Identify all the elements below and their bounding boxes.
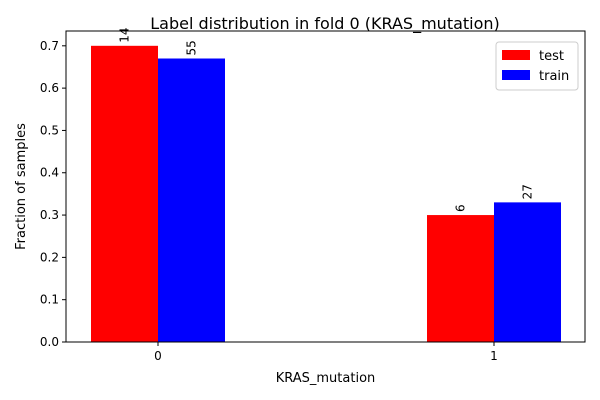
x-axis-label: KRAS_mutation xyxy=(276,371,376,386)
y-tick-label: 0.4 xyxy=(40,166,59,180)
y-tick-label: 0.1 xyxy=(40,293,59,307)
plot-area: 0.0 0.1 0.2 0.3 0.4 0.5 0.6 0.7 0 1 14 6 55 27 xyxy=(40,28,561,363)
bar-train xyxy=(494,202,561,342)
bar-test xyxy=(91,45,158,343)
y-tick-label: 0.5 xyxy=(40,123,59,137)
y-tick-label: 0.3 xyxy=(40,208,59,222)
legend-swatch-test xyxy=(502,50,530,60)
bar-test xyxy=(427,215,494,342)
legend-label-test: test xyxy=(539,49,564,64)
y-tick-label: 0.7 xyxy=(40,39,59,53)
legend-swatch-train xyxy=(502,70,530,80)
y-tick-label: 0.6 xyxy=(40,81,59,95)
y-tick-label: 0.2 xyxy=(40,250,59,264)
y-tick-label: 0.0 xyxy=(40,335,59,349)
data-label: 14 xyxy=(118,28,132,43)
legend: test train xyxy=(495,41,579,91)
x-tick-label: 1 xyxy=(490,349,498,363)
chart-title: Label distribution in fold 0 (KRAS_mutat… xyxy=(150,14,500,34)
legend-label-train: train xyxy=(539,69,569,84)
data-label: 27 xyxy=(521,184,535,199)
data-label: 6 xyxy=(454,204,468,212)
axes-frame xyxy=(65,30,586,343)
y-axis-label: Fraction of samples xyxy=(14,123,29,250)
data-label: 55 xyxy=(185,40,199,55)
bar-train xyxy=(158,58,225,342)
x-tick-label: 0 xyxy=(154,349,162,363)
